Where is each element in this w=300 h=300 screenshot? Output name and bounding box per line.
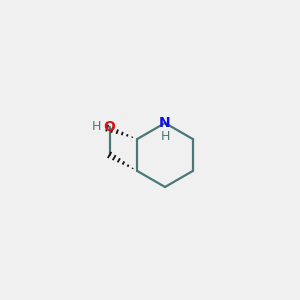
- Text: H: H: [92, 121, 101, 134]
- Text: H: H: [160, 130, 170, 142]
- Text: N: N: [159, 116, 171, 130]
- Text: O: O: [103, 120, 116, 134]
